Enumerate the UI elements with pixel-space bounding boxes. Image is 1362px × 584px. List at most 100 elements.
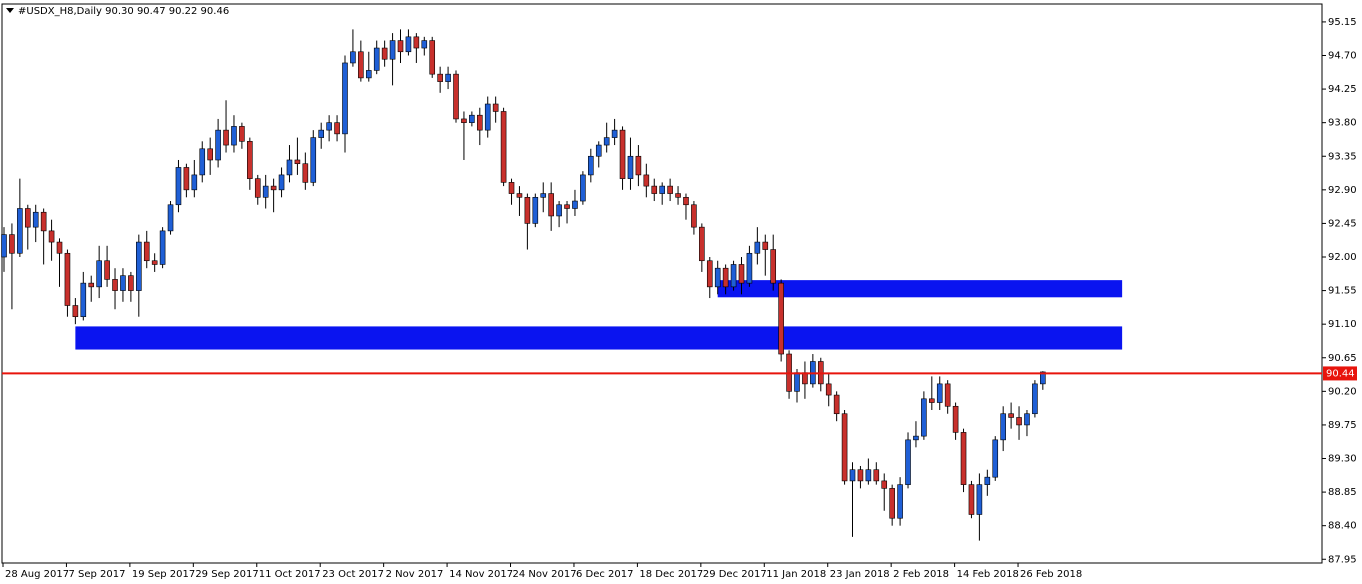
candle-body [929,398,935,403]
candle-body [461,118,467,123]
candle-body [1040,371,1046,385]
y-tick-label: 93.35 [1328,151,1357,162]
candle-body [48,230,55,243]
candle-body [936,383,943,403]
candle-body [976,484,983,515]
candle-body [365,70,372,79]
candle-body [921,398,927,437]
candle-body [453,73,459,120]
candle-body [516,193,523,198]
x-tick-label: 2 Nov 2017 [386,569,444,580]
candle-body [754,241,761,254]
y-tick-label: 90.65 [1328,353,1357,364]
x-tick-label: 23 Oct 2017 [322,569,384,580]
candle-body [619,129,626,179]
price-label-box [1323,366,1357,381]
candle-body [984,476,991,485]
candle-body [270,185,277,191]
candle-body [207,148,213,161]
candle-body [215,129,221,161]
candle-body [151,260,158,265]
zone [75,326,1123,350]
candle-body [231,126,237,146]
candle-body [334,122,340,135]
candle-body [706,260,713,288]
candle-body [310,137,317,183]
x-tick-label: 6 Dec 2017 [576,569,634,580]
candle-body [469,114,475,123]
candle-body [675,193,681,198]
candle-body [849,469,856,482]
candle-body [175,167,182,206]
y-tick-label: 90.20 [1328,386,1357,397]
candle-body [1,234,7,258]
x-tick-label: 11 Jan 2018 [766,569,826,580]
candle-body [905,439,911,485]
candle-body [667,185,673,194]
candle-body [1008,413,1014,418]
y-tick-label: 92.45 [1328,218,1357,229]
candle-body [794,372,800,392]
x-tick-label: 18 Dec 2017 [639,569,703,580]
candle-body [88,282,95,288]
candle-body [897,484,903,519]
candle-body [318,129,325,138]
candle-body [223,129,229,146]
candle-body [714,267,721,288]
candle-body [381,47,388,60]
candle-body [524,196,531,224]
candle-body [413,36,420,49]
candle-body [104,260,110,280]
candle-body [128,275,134,291]
y-tick-label: 92.00 [1328,252,1357,263]
candle-body [833,394,840,415]
x-tick-label: 19 Sep 2017 [132,569,195,580]
candle-body [247,141,253,179]
candle-body [532,196,539,224]
x-tick-label: 23 Jan 2018 [830,569,890,580]
candle-body [500,111,507,183]
candle-body [24,208,31,228]
candle-body [841,413,848,482]
candle-body [484,103,491,131]
candle-body [254,178,261,198]
candle-body [691,204,697,228]
candle-body [40,211,47,232]
candle-body [889,488,895,519]
candle-body [56,241,63,254]
candle-body [746,252,753,284]
candle-body [112,279,118,291]
candle-body [635,155,642,176]
plot-frame [1,3,1323,564]
candle-body [143,241,150,262]
y-tick-label: 91.10 [1328,319,1357,330]
candle-body [683,196,689,206]
x-tick-label: 24 Nov 2017 [513,569,577,580]
menu-arrow[interactable] [6,8,14,13]
candle-body [913,435,919,441]
y-tick-label: 89.30 [1328,454,1357,465]
candle-body [595,144,602,157]
candle-body [445,73,451,82]
candle-body [136,241,142,291]
candle-body [191,174,198,191]
x-tick-label: 29 Sep 2017 [195,569,258,580]
x-tick-label: 2 Feb 2018 [893,569,949,580]
y-tick-label: 95.15 [1328,17,1357,28]
candle-body [603,137,610,146]
candle-body [580,174,586,202]
candle-body [722,267,729,288]
candle-body [199,148,206,176]
candle-body [857,469,864,482]
candle-body [429,40,436,75]
y-tick-label: 92.90 [1328,185,1357,196]
y-tick-label: 89.75 [1328,420,1357,431]
candle-body [730,264,737,288]
x-tick-label: 14 Feb 2018 [957,569,1019,580]
candle-body [643,174,650,187]
candle-body [9,234,15,254]
x-tick-label: 29 Dec 2017 [703,569,767,580]
candle-body [159,230,166,265]
candle-body [1016,417,1022,426]
candle-body [183,167,190,191]
